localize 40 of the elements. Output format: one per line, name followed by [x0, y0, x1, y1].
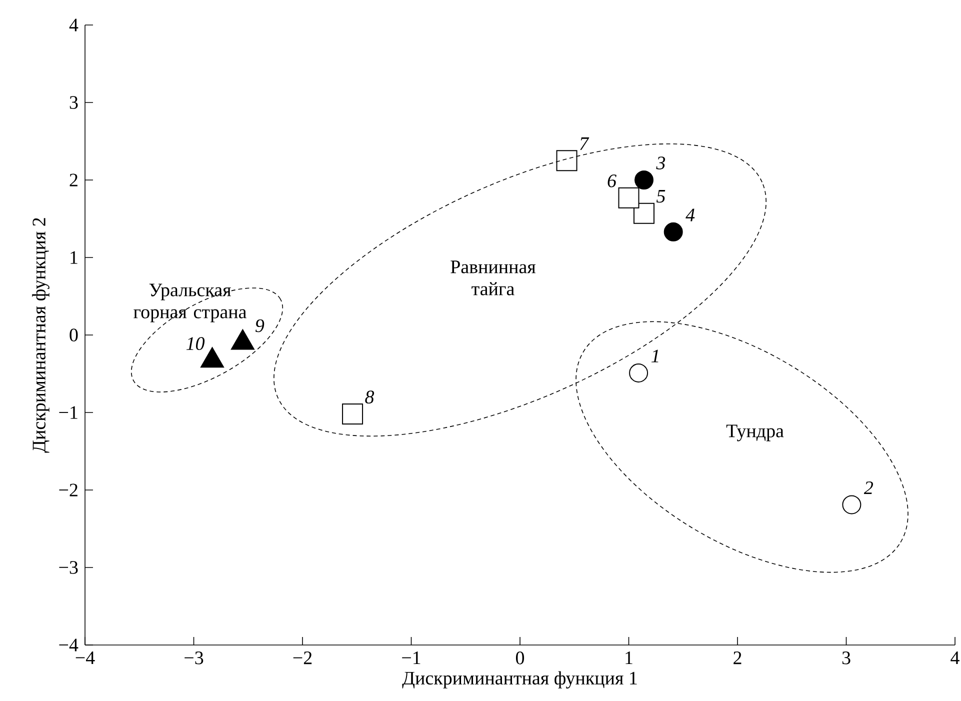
annotation: 1	[651, 350, 658, 362]
annotation: 10	[186, 337, 205, 350]
x-tick-label: −1	[402, 652, 420, 664]
y-tick-label: −2	[59, 484, 78, 496]
y-tick-label: −1	[59, 406, 78, 419]
point	[629, 363, 648, 382]
x-tick-label: −3	[184, 652, 204, 664]
annotation: Равнинная тайга	[450, 260, 536, 296]
y-tick-label: −3	[59, 561, 78, 574]
y-tick-label: 2	[70, 174, 78, 186]
x-tick-label: 2	[734, 652, 742, 664]
y-tick-label: 3	[70, 96, 78, 109]
point	[556, 150, 578, 172]
y-tick-label: 1	[70, 251, 78, 264]
annotation: 6	[608, 174, 616, 188]
point	[842, 495, 862, 514]
annotation: 5	[656, 190, 666, 203]
point	[633, 202, 654, 224]
annotation: 2	[864, 481, 873, 494]
annotation: Уральская горная страна	[134, 284, 246, 322]
y-tick-label: −4	[59, 638, 78, 652]
x-tick-label: 4	[950, 652, 960, 664]
annotation: 4	[686, 208, 695, 222]
annotation: Тундра	[726, 424, 784, 442]
y-axis-title: Дискриминантная функция 2	[32, 218, 50, 453]
point	[664, 222, 683, 242]
annotation: 7	[580, 137, 590, 150]
x-tick-label: −2	[293, 652, 312, 664]
x-tick-label: 0	[516, 652, 524, 664]
point	[342, 404, 364, 425]
annotation: 9	[255, 319, 264, 332]
x-axis-title: Дискриминантная функция 1	[402, 671, 637, 688]
annotation: 3	[656, 156, 666, 170]
y-tick-label: 4	[69, 18, 78, 32]
x-tick-label: 3	[842, 652, 850, 664]
point	[634, 170, 654, 190]
point	[618, 187, 640, 208]
x-tick-label: 1	[626, 652, 632, 664]
y-tick-label: 0	[70, 328, 78, 342]
annotation: 8	[365, 390, 374, 404]
